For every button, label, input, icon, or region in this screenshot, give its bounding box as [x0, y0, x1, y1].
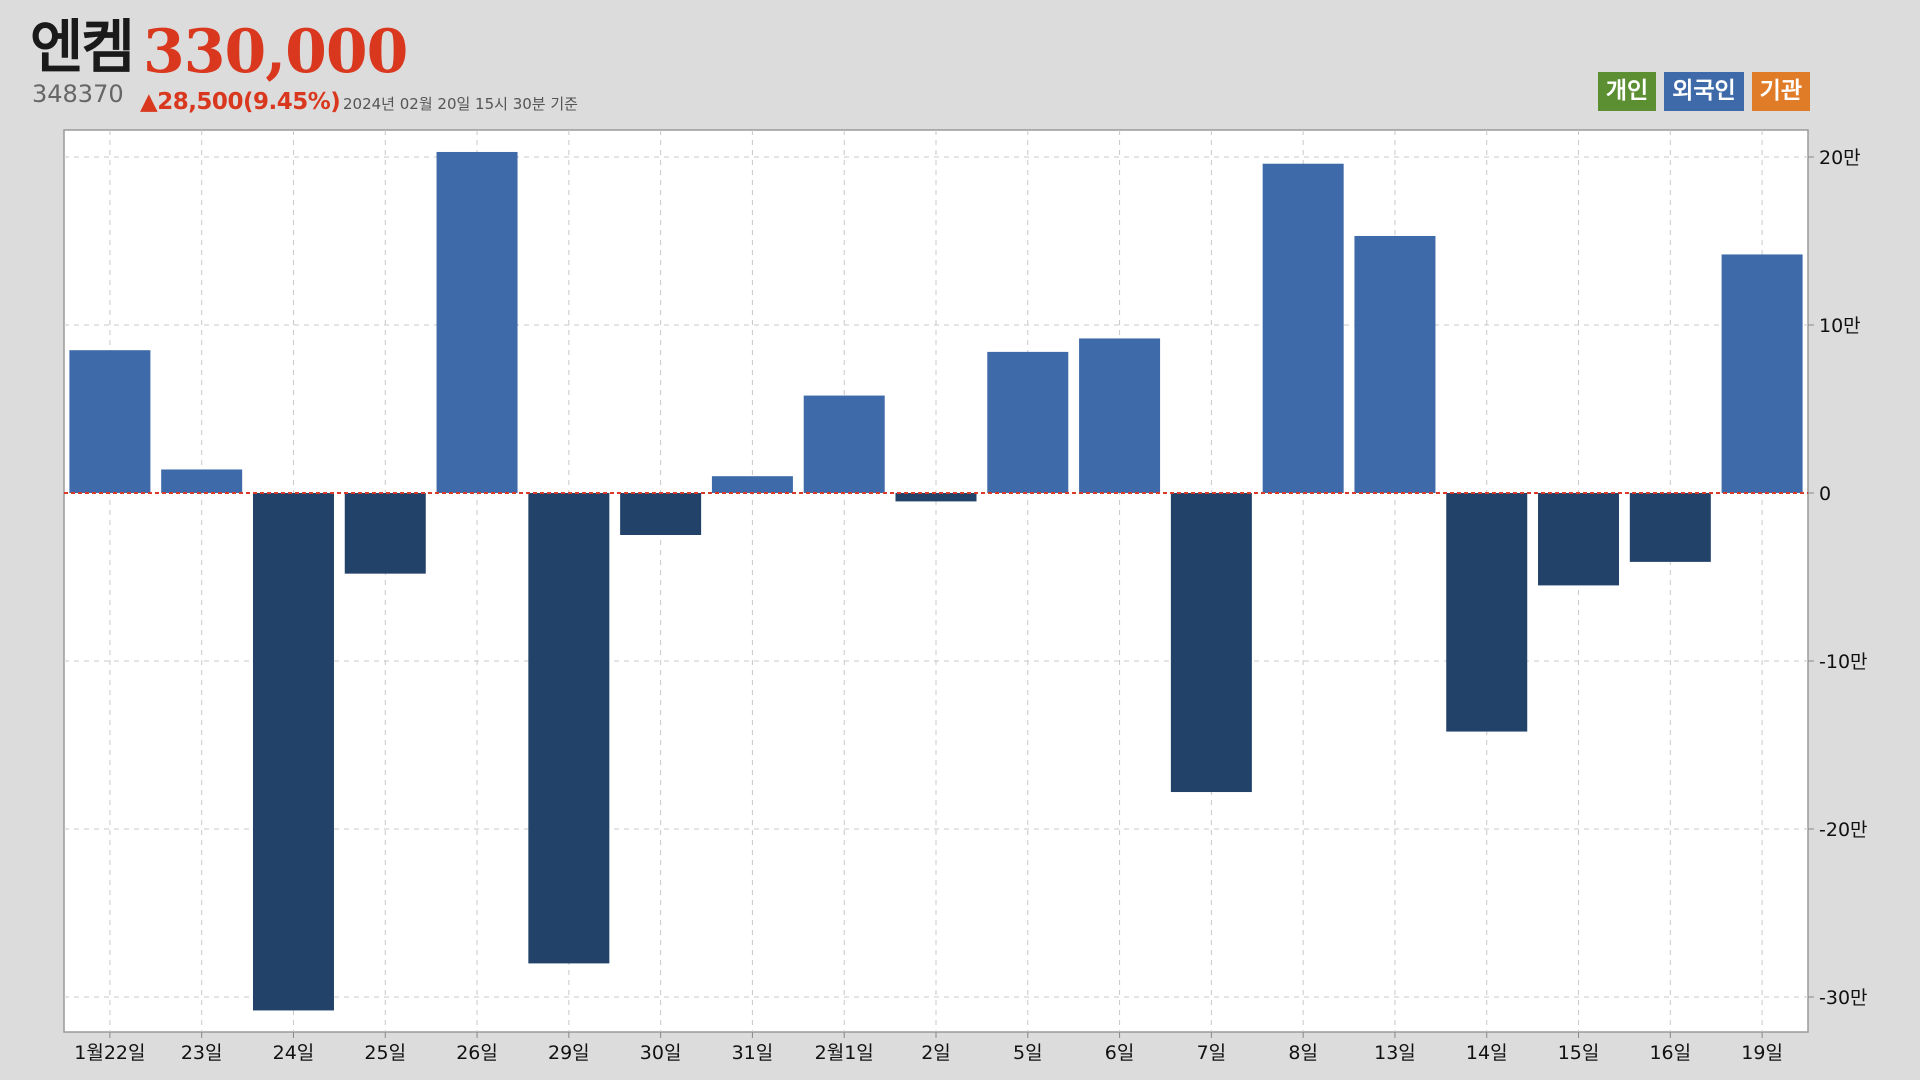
stock-price: 330,000 [143, 17, 408, 87]
x-tick-label: 2일 [921, 1042, 951, 1064]
bar [252, 493, 334, 1011]
y-tick-label: -20만 [1819, 819, 1868, 841]
y-tick-label: -10만 [1819, 651, 1868, 673]
x-tick-label: 13일 [1374, 1042, 1416, 1064]
x-tick-label: 15일 [1558, 1042, 1600, 1064]
as-of-timestamp: 2024년 02월 20일 15시 30분 기준 [343, 95, 578, 113]
bar [895, 493, 977, 502]
x-tick-label: 30일 [640, 1042, 682, 1064]
bar [344, 493, 426, 574]
stock-name: 엔켐 [30, 13, 135, 81]
x-tick-label: 24일 [273, 1042, 315, 1064]
bar [987, 351, 1069, 493]
bar [436, 151, 518, 493]
x-tick-label: 1월22일 [74, 1042, 145, 1064]
bar [1538, 493, 1620, 586]
x-tick-label: 26일 [456, 1042, 498, 1064]
bar [1446, 493, 1528, 732]
price-change: ▲28,500(9.45%) [140, 89, 341, 115]
x-tick-label: 14일 [1466, 1042, 1508, 1064]
bar [1079, 338, 1161, 493]
bar [69, 350, 151, 493]
x-tick-label: 29일 [548, 1042, 590, 1064]
legend-institution: 기관 [1751, 72, 1810, 112]
stock-code: 348370 [32, 80, 124, 108]
x-tick-label: 5일 [1013, 1042, 1043, 1064]
y-tick-label: -30만 [1819, 987, 1868, 1009]
bar [620, 493, 702, 535]
bar [1354, 235, 1436, 493]
x-tick-label: 2월1일 [815, 1042, 874, 1064]
legend-foreigner: 외국인 [1664, 72, 1744, 112]
bar [1170, 493, 1252, 793]
bar [1629, 493, 1711, 562]
x-tick-label: 23일 [181, 1042, 223, 1064]
x-tick-label: 31일 [732, 1042, 774, 1064]
legend-individual: 개인 [1597, 72, 1657, 112]
x-tick-label: 6일 [1105, 1042, 1135, 1064]
legend: 개인 외국인 기관 [1597, 72, 1810, 112]
bar [1721, 254, 1803, 493]
x-tick-label: 16일 [1649, 1042, 1691, 1064]
x-tick-label: 7일 [1197, 1042, 1227, 1064]
x-tick-label: 19일 [1741, 1042, 1783, 1064]
bar [528, 493, 610, 964]
bar [803, 395, 885, 493]
x-tick-label: 25일 [364, 1042, 406, 1064]
x-tick-label: 8일 [1288, 1042, 1318, 1064]
bar [711, 476, 793, 493]
y-tick-label: 10만 [1819, 315, 1861, 337]
y-tick-label: 20만 [1819, 147, 1861, 169]
bar [1262, 163, 1344, 493]
bar [161, 469, 243, 493]
y-tick-label: 0 [1819, 483, 1831, 505]
